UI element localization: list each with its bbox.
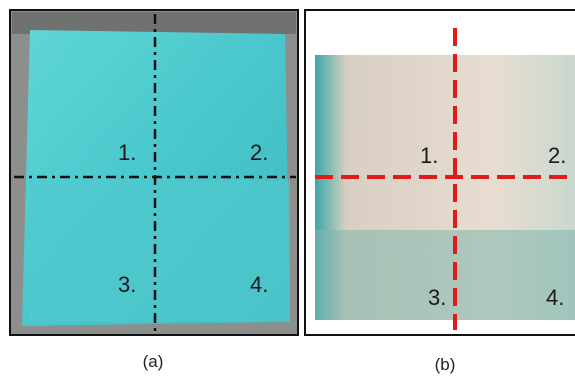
quadrant-label: 2.	[548, 143, 566, 168]
caption: (a)	[143, 352, 164, 371]
figure: 1. 2. 3. 4. (a) 1. 2. 3. 4. (b)	[0, 0, 575, 378]
quadrant-label: 2.	[250, 140, 268, 165]
panel-a: 1. 2. 3. 4. (a)	[10, 10, 298, 371]
panel-b: 1. 2. 3. 4. (b)	[305, 10, 575, 374]
caption: (b)	[435, 355, 456, 374]
quadrant-label: 1.	[118, 140, 136, 165]
quadrant-label: 4.	[546, 285, 564, 310]
specimen-lower	[30, 180, 290, 322]
quadrant-label: 3.	[118, 272, 136, 297]
quadrant-label: 4.	[250, 272, 268, 297]
quadrant-label: 3.	[428, 285, 446, 310]
quadrant-label: 1.	[420, 143, 438, 168]
